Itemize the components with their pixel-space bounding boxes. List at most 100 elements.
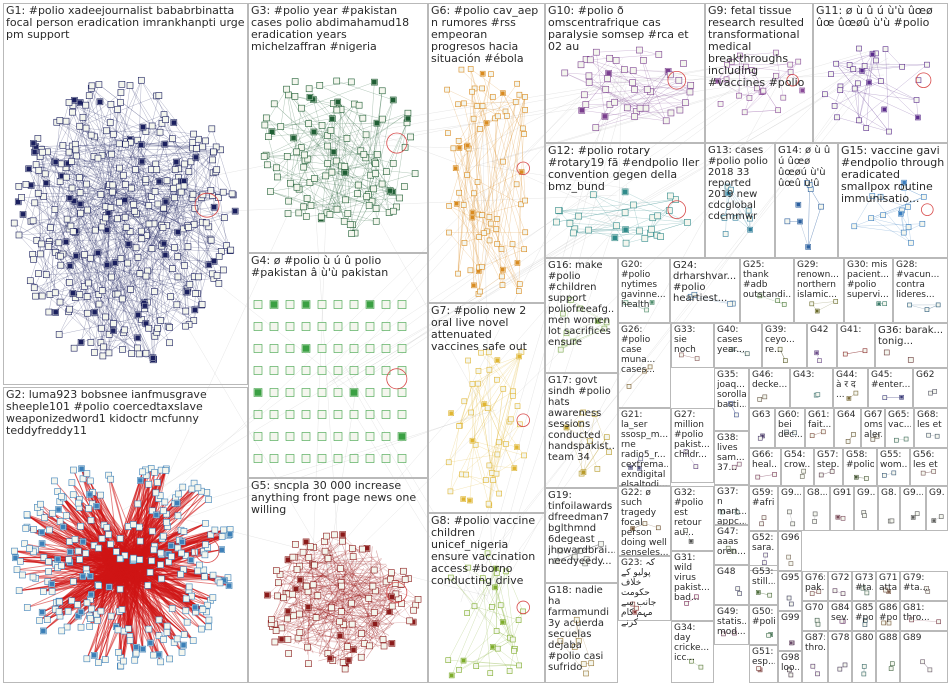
group-label: G28: #vacun... contra lideres...: [896, 260, 940, 300]
edge-g1: [71, 187, 104, 347]
group-label: G38: lives sam... 37...: [717, 433, 745, 473]
group-label: G76: pak...: [805, 573, 825, 593]
group-panel-g61: G61: fait...: [805, 408, 834, 448]
node-g1: [195, 273, 202, 281]
cross-edge: [335, 65, 862, 388]
group-label: G63: [752, 410, 771, 420]
edge-g1: [36, 114, 165, 165]
edge-g1: [38, 170, 233, 195]
node-g1: [85, 92, 93, 99]
node-g1: [55, 331, 63, 338]
node-g1: [148, 193, 155, 200]
node-g1: [30, 284, 38, 292]
node-g1: [138, 316, 145, 323]
group-label: G15: vaccine gavi #endpolio through erad…: [841, 145, 945, 205]
node-fill-g1: [111, 328, 116, 333]
group-panel-g67: G67: oms aler...: [861, 408, 885, 448]
node-g1: [95, 300, 103, 308]
group-panel-g73: G73: #ta...: [852, 571, 876, 601]
edge-g1: [124, 217, 173, 269]
group-panel-g23: G23: كہ پولیو کے خلاف حکومت جانب سے مہم …: [618, 556, 671, 628]
group-label: G4: ø #polio ù ú û polio #pakistan â ù'ù…: [251, 255, 389, 279]
group-label: G12: #polio rotary #rotary19 fã #endpoli…: [548, 145, 700, 193]
group-label: G60: bei dec...: [778, 410, 802, 440]
group-label: G78: [831, 633, 849, 643]
edge-g1: [100, 342, 154, 361]
group-label: G54: crow...: [784, 450, 811, 470]
group-label: G9...: [857, 488, 875, 498]
group-panel-g68: G68: les et: [914, 408, 948, 448]
group-label: G40: cases year...: [717, 325, 745, 355]
node-g1: [35, 167, 43, 174]
node-g1: [126, 82, 134, 89]
group-label: G19: tinfoilawards dfreedman7 bglthmnd 6…: [548, 490, 615, 567]
edge-g1: [18, 234, 76, 298]
group-label: G48: [717, 567, 736, 577]
group-label: G23: كہ پولیو کے خلاف حکومت جانب سے مہم …: [621, 558, 657, 628]
node-g1: [169, 265, 176, 272]
edge-g1: [73, 201, 142, 320]
node-g1: [121, 213, 129, 221]
edge-g1: [95, 210, 236, 231]
group-panel-g36: G36: barak... tonig...: [875, 323, 948, 368]
group-label: G72: [831, 573, 849, 583]
edge-g1: [98, 243, 164, 295]
node-g1: [195, 135, 202, 143]
group-panel-g29: G29: renown... northern islamic...: [794, 258, 844, 323]
group-label: G44: à र द ...: [836, 370, 858, 400]
node-g1: [66, 279, 73, 286]
node-g1: [122, 140, 129, 148]
group-panel-g81: G81: thro...: [900, 601, 948, 631]
edge-g1: [137, 257, 142, 320]
group-panel-g96: G96: [778, 531, 802, 571]
edge-g1: [61, 175, 106, 207]
edge-g1: [69, 198, 147, 354]
group-panel-g17: G17: govt sindh #polio hats awareness se…: [545, 373, 618, 488]
node-fill-g1: [77, 100, 83, 105]
node-g1: [208, 125, 216, 133]
edge-g1: [90, 258, 132, 354]
node-g1: [163, 177, 171, 185]
group-panel-g42: G42: [807, 323, 837, 368]
edge-g1: [59, 265, 71, 303]
node-g1: [132, 244, 140, 252]
group-label: G85: #po...: [855, 603, 873, 623]
node-fill-g1: [112, 260, 118, 266]
group-label: G9...: [929, 488, 945, 498]
node-fill-g1: [67, 195, 72, 201]
edge-g1: [69, 186, 109, 199]
node-g1: [114, 290, 122, 298]
group-label: G52: sara...: [752, 533, 775, 553]
edge-g1: [117, 222, 203, 295]
node-g1: [153, 166, 161, 173]
node-g1: [189, 190, 197, 198]
node-g1: [34, 135, 42, 142]
edge-g1: [80, 229, 108, 343]
group-panel-g59: G59: #afri...: [749, 486, 778, 531]
edge-g1: [42, 270, 148, 297]
group-panel-g14: G14: ø ù û ú ûœø ûœøú ù'ù ûœû ù'û: [775, 143, 838, 258]
edge-g1: [18, 186, 109, 236]
edge-g1: [31, 185, 73, 189]
node-g1: [186, 281, 194, 288]
node-g1: [142, 176, 150, 183]
edge-g1: [69, 198, 146, 324]
node-g1: [76, 122, 84, 130]
edge-g1: [105, 206, 145, 309]
edge-g1: [196, 148, 231, 251]
edge-g1: [129, 139, 134, 205]
node-g1: [42, 271, 50, 279]
group-label: G70: [805, 603, 824, 613]
group-panel-g63: G63: [749, 408, 775, 448]
node-fill-g1: [126, 241, 131, 247]
group-panel-g78: G78: [828, 631, 852, 683]
node-fill-g1: [95, 250, 101, 256]
group-panel-g22: G22: ø such tragedy focal person doing w…: [618, 486, 671, 558]
node-g1: [173, 301, 181, 309]
edge-g1: [34, 202, 123, 300]
node-g1: [128, 184, 135, 192]
edge-g1: [70, 225, 186, 312]
cross-edge: [491, 160, 626, 220]
node-fill-g1: [32, 149, 37, 155]
group-label: G95: [781, 573, 799, 583]
